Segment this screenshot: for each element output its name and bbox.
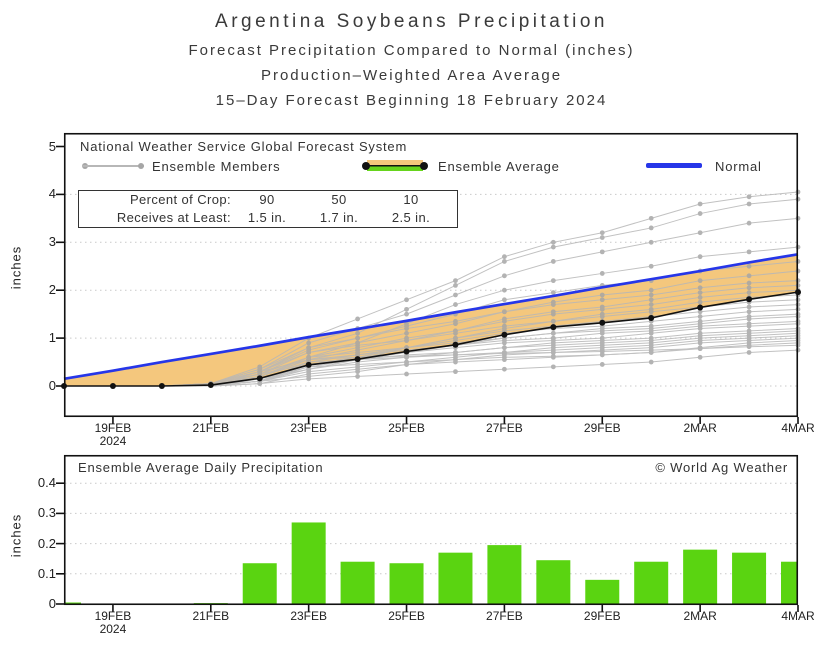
top-x-tick-label: 25FEB (388, 421, 425, 435)
page-subtitle-1: Forecast Precipitation Compared to Norma… (188, 42, 635, 59)
legend-normal: Normal (715, 159, 762, 174)
bottom-x-year-label: 2024 (99, 622, 127, 636)
watermark: © World Ag Weather (655, 460, 788, 475)
ensemble-average-swatch-icon (362, 159, 428, 172)
bottom-x-tick-label: 27FEB (486, 609, 523, 623)
bottom-y-tick-label: 0.2 (37, 535, 56, 551)
page-subtitle-2: Production–Weighted Area Average (260, 67, 563, 84)
normal-swatch-icon (646, 159, 702, 172)
bottom-y-tick-label: 0 (48, 596, 56, 611)
bottom-y-tick-label: 0.1 (37, 565, 56, 581)
top-x-tick-label: 27FEB (486, 421, 523, 435)
bottom-x-tick-label: 25FEB (388, 609, 425, 623)
top-y-tick-label: 1 (48, 330, 56, 346)
bottom-x-tick-label: 29FEB (583, 609, 621, 623)
ensemble-members-swatch-icon (82, 159, 144, 172)
crop-row-label: Receives at Least: (116, 210, 231, 225)
top-y-tick-label: 5 (48, 138, 56, 154)
bottom-x-tick-label: 23FEB (290, 609, 327, 623)
top-x-tick-label: 29FEB (583, 421, 621, 435)
daily-precip-plot (56, 454, 799, 612)
crop-value: 10 (403, 192, 419, 207)
legend-ensemble-average: Ensemble Average (438, 159, 560, 174)
daily-precip-bar-chart: Ensemble Average Daily Precipitation © W… (56, 454, 799, 612)
cumulative-precip-plot (56, 132, 801, 424)
bottom-y-tick-label: 0.3 (37, 505, 56, 521)
cumulative-precip-chart: National Weather Service Global Forecast… (56, 132, 801, 424)
top-x-tick-label: 2MAR (683, 421, 717, 435)
bottom-x-tick-label: 2MAR (683, 609, 717, 623)
top-x-tick-label: 4MAR (781, 421, 815, 435)
page-subtitle-3: 15–Day Forecast Beginning 18 February 20… (215, 92, 608, 109)
bottom-chart-title: Ensemble Average Daily Precipitation (78, 460, 324, 475)
crop-value: 1.5 in. (247, 210, 287, 225)
bottom-x-tick-label: 4MAR (781, 609, 815, 623)
bottom-y-tick-label: 0.4 (37, 475, 56, 491)
crop-value: 50 (331, 192, 347, 207)
crop-table-row: Receives at Least: 1.5 in. 1.7 in. 2.5 i… (79, 209, 457, 227)
top-y-tick-label: 0 (48, 378, 56, 393)
top-x-tick-label: 19FEB (94, 421, 132, 435)
crop-value: 2.5 in. (391, 210, 431, 225)
top-x-tick-label: 23FEB (290, 421, 327, 435)
data-source-label: National Weather Service Global Forecast… (80, 139, 408, 154)
crop-value: 1.7 in. (319, 210, 359, 225)
top-x-year-label: 2024 (99, 434, 127, 448)
top-y-tick-label: 4 (48, 186, 56, 202)
top-x-tick-label: 21FEB (192, 421, 230, 435)
bottom-x-tick-label: 19FEB (94, 609, 132, 623)
bottom-x-tick-label: 21FEB (192, 609, 230, 623)
crop-table-row: Percent of Crop: 90 50 10 (79, 191, 457, 209)
crop-value: 90 (259, 192, 275, 207)
top-y-tick-label: 3 (48, 234, 56, 250)
crop-row-label: Percent of Crop: (129, 192, 231, 207)
page-title: Argentina Soybeans Precipitation (215, 11, 608, 32)
crop-percent-table: Percent of Crop: 90 50 10 Receives at Le… (78, 190, 458, 228)
legend-ensemble-members: Ensemble Members (152, 159, 281, 174)
top-y-tick-label: 2 (48, 282, 56, 298)
